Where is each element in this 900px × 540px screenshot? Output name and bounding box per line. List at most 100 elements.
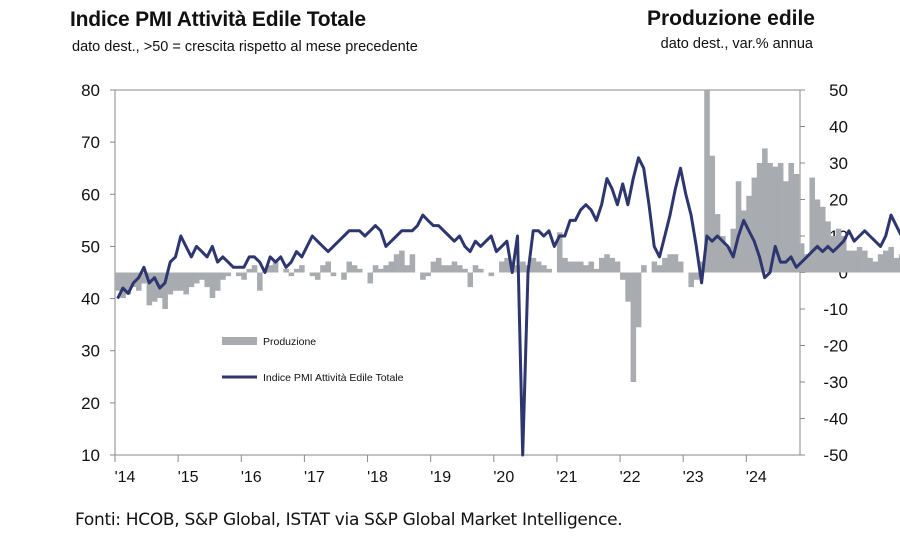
production-bar <box>462 268 468 273</box>
production-bar <box>556 232 563 273</box>
production-bar <box>667 254 673 273</box>
production-bar <box>604 254 610 273</box>
production-bar <box>562 257 568 273</box>
production-bar <box>693 272 700 280</box>
production-bar <box>446 265 452 273</box>
production-bar <box>288 272 295 277</box>
x-tick-label: '18 <box>367 469 388 486</box>
production-bar <box>704 90 710 273</box>
x-tick-label: '19 <box>430 469 451 486</box>
production-bar <box>257 272 263 291</box>
production-bar <box>593 268 600 273</box>
chart-subtitle-left: dato dest., >50 = crescita rispetto al m… <box>72 39 418 55</box>
production-bar <box>625 272 631 302</box>
production-bar <box>835 228 842 273</box>
production-bar <box>346 261 353 273</box>
production-bar <box>656 265 663 273</box>
production-bar <box>698 261 705 273</box>
production-bar <box>630 272 637 382</box>
production-bar <box>804 254 810 273</box>
production-bar <box>441 265 447 273</box>
production-bar <box>651 261 658 273</box>
production-bar <box>819 206 826 273</box>
production-bar <box>725 246 731 273</box>
production-bar <box>814 199 821 273</box>
left-axis: 80 70 60 50 40 30 20 10 <box>81 81 115 465</box>
left-tick-label: 20 <box>81 394 100 413</box>
left-tick-label: 30 <box>81 342 100 361</box>
right-tick-label: 40 <box>829 118 848 137</box>
right-tick-label: -10 <box>823 300 848 319</box>
left-tick-label: 50 <box>81 237 100 256</box>
production-bar <box>809 177 816 273</box>
legend-bar-swatch <box>222 337 257 345</box>
x-tick-label: '16 <box>241 469 262 486</box>
right-tick-label: 20 <box>829 191 848 210</box>
production-bar <box>688 272 695 288</box>
production-bar <box>393 254 400 273</box>
production-bar <box>635 272 642 328</box>
legend-line-label: Indice PMI Attività Edile Totale <box>263 372 404 384</box>
production-bar <box>898 254 900 273</box>
production-bar <box>136 272 142 291</box>
production-bar <box>614 261 621 273</box>
production-bar <box>193 272 200 284</box>
production-bar <box>641 265 647 273</box>
x-tick-label: '24 <box>746 469 767 486</box>
right-tick-label: -50 <box>823 446 848 465</box>
right-tick-label: 50 <box>829 81 848 100</box>
production-bar <box>546 268 552 273</box>
x-tick-label: '15 <box>178 469 199 486</box>
production-bar <box>535 261 542 273</box>
production-bar <box>220 272 226 280</box>
production-bar <box>867 257 873 273</box>
production-bar <box>420 272 426 280</box>
production-bar <box>214 272 221 291</box>
production-bar <box>341 272 347 280</box>
right-tick-label: -30 <box>823 373 848 392</box>
production-bar <box>530 257 537 273</box>
production-bar <box>456 265 463 273</box>
production-bar <box>567 261 574 273</box>
production-bar <box>793 173 800 273</box>
production-bar <box>367 272 374 284</box>
production-bar <box>357 268 363 273</box>
production-bar <box>330 272 337 277</box>
left-tick-label: 10 <box>81 446 100 465</box>
left-tick-label: 70 <box>81 133 100 152</box>
production-bar <box>599 257 605 273</box>
production-bar <box>862 250 868 273</box>
production-bar <box>888 246 894 273</box>
production-bar <box>172 272 179 291</box>
production-bar <box>309 272 316 277</box>
production-bar <box>798 243 805 273</box>
left-tick-label: 40 <box>81 290 100 309</box>
x-tick-label: '22 <box>620 469 641 486</box>
chart-title-left: Indice PMI Attività Edile Totale <box>70 8 366 31</box>
production-bar <box>378 268 384 273</box>
production-bar <box>883 250 889 273</box>
production-bar <box>735 181 742 273</box>
production-bar <box>620 272 626 280</box>
production-bar <box>141 272 147 284</box>
x-tick-label: '17 <box>304 469 325 486</box>
production-bar <box>499 261 505 273</box>
production-bar <box>272 261 279 273</box>
production-bar <box>714 214 721 273</box>
production-bar <box>577 261 584 273</box>
production-bar <box>404 265 410 273</box>
production-bar <box>383 265 389 273</box>
production-bar <box>183 272 189 295</box>
production-bar <box>783 181 789 273</box>
production-bar <box>720 236 726 273</box>
production-bar <box>488 272 495 277</box>
production-bar <box>325 261 331 273</box>
production-bar <box>762 148 768 273</box>
production-bar <box>772 166 779 273</box>
production-bar <box>851 250 858 273</box>
pmi-line-layer <box>116 156 900 457</box>
right-tick-label: 30 <box>829 154 848 173</box>
production-bar <box>830 236 837 273</box>
x-tick-label: '23 <box>683 469 704 486</box>
production-bar <box>314 272 321 280</box>
